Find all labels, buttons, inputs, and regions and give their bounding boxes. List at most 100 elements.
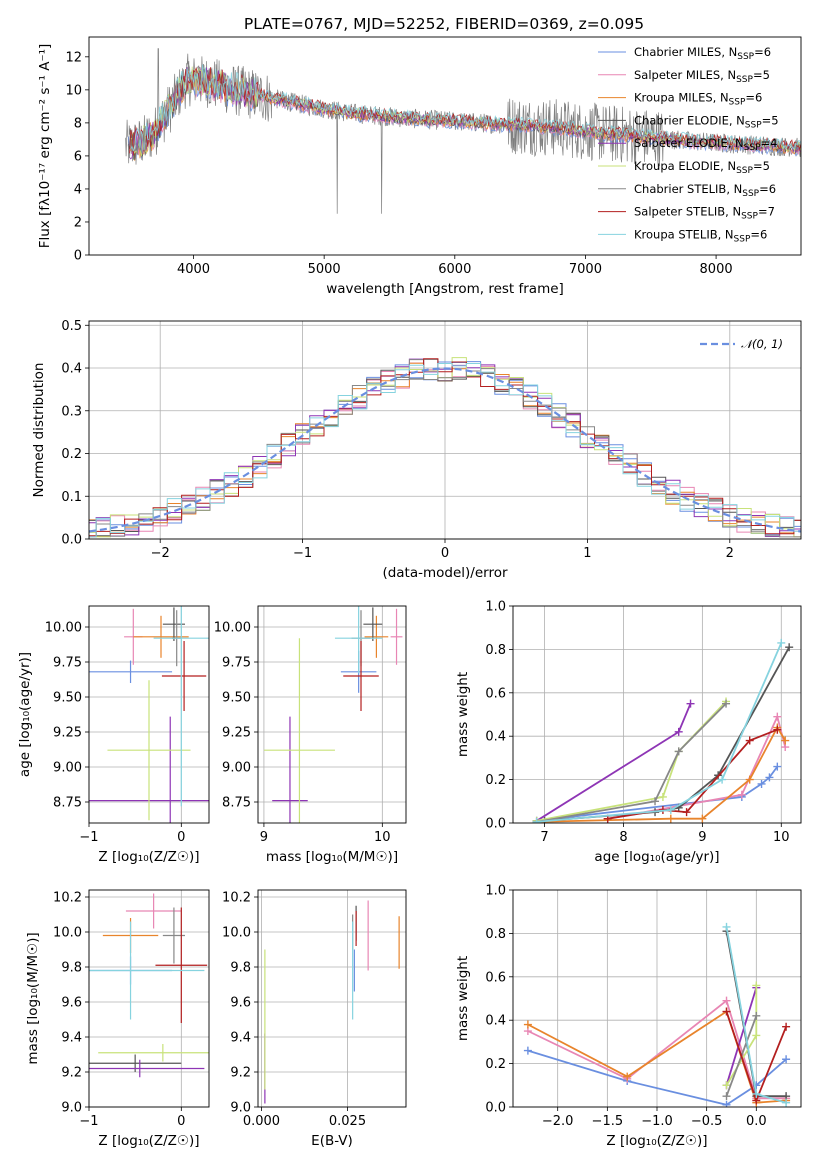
errorbar-point bbox=[98, 1044, 209, 1062]
mass-weight-marker bbox=[666, 814, 675, 823]
y-tick-label: 0.3 bbox=[61, 404, 82, 419]
x-tick-label: 5000 bbox=[308, 262, 341, 277]
mass-weight-marker bbox=[745, 736, 754, 745]
errorbar-point bbox=[161, 641, 207, 711]
y-tick-label: 0.0 bbox=[61, 533, 82, 548]
legend-count: =5 bbox=[753, 159, 770, 173]
axes: −1 0 9.0 9.2 9.4 9.6 9.8 10.0 10.2 Z [log₁₀(Z/Z☉)… bbox=[25, 890, 209, 1149]
y-axis-label: Flux [fλ10⁻¹⁷ erg cm⁻² s⁻¹ A⁻¹] bbox=[37, 44, 53, 249]
legend-subscript: SSP bbox=[745, 120, 762, 130]
y-tick-label: 0.6 bbox=[485, 686, 506, 701]
mass-weight-marker bbox=[698, 814, 707, 823]
errorbar-point bbox=[89, 1059, 205, 1078]
legend-count: =5 bbox=[753, 68, 770, 82]
y-tick-label: 10.2 bbox=[53, 891, 82, 906]
y-tick-label: 0.2 bbox=[485, 773, 506, 788]
mass-weight-line bbox=[536, 702, 727, 823]
legend-count: =6 bbox=[745, 91, 762, 105]
model-spectrum-line bbox=[130, 64, 801, 152]
y-tick-label: 9.00 bbox=[53, 761, 82, 776]
mass-weight-marker bbox=[785, 643, 794, 652]
y-tick-label: 0.2 bbox=[485, 1057, 506, 1072]
errorbar-point bbox=[89, 716, 209, 823]
y-tick-label: 9.2 bbox=[230, 1066, 251, 1081]
errorbar-point bbox=[125, 893, 182, 929]
y-tick-label: 1.0 bbox=[485, 600, 506, 615]
y-tick-label: 9.8 bbox=[61, 961, 82, 976]
legend-count: =6 bbox=[750, 227, 767, 241]
mass-weight-marker bbox=[722, 699, 731, 708]
legend-subscript: SSP bbox=[729, 98, 746, 108]
errorbar-point bbox=[343, 641, 379, 711]
y-tick-label: 9.50 bbox=[53, 691, 82, 706]
mass-weight-lines bbox=[532, 638, 794, 823]
mass-weight-marker bbox=[752, 1089, 761, 1098]
y-tick-label: 10.00 bbox=[214, 621, 251, 636]
legend-count: =5 bbox=[762, 113, 779, 127]
x-axis-label: Z [log₁₀(Z/Z☉)] bbox=[606, 1133, 707, 1149]
mass-weight-marker bbox=[722, 1081, 731, 1090]
x-axis-label: (data-model)/error bbox=[382, 565, 508, 581]
mass-weight-line bbox=[536, 642, 783, 823]
y-tick-label: 9.4 bbox=[61, 1031, 82, 1046]
y-tick-label: 0.4 bbox=[485, 1014, 506, 1029]
legend-entry: 𝒩(0, 1) bbox=[741, 337, 783, 351]
y-tick-label: 0.6 bbox=[485, 970, 506, 985]
histogram-step-line bbox=[89, 363, 801, 538]
y-tick-label: 9.25 bbox=[222, 726, 251, 741]
errorbar-point bbox=[89, 660, 173, 683]
x-axis-label: age [log₁₀(age/yr)] bbox=[594, 849, 719, 865]
y-tick-label: 9.00 bbox=[222, 761, 251, 776]
mass-weight-vs-age-panel: 7 8 9 10 0.0 0.2 0.4 0.6 0.8 1.0 age [log₁₀(age/yr… bbox=[455, 600, 802, 865]
y-tick-label: 0.8 bbox=[485, 643, 506, 658]
mass-weight-marker bbox=[722, 922, 731, 931]
y-tick-label: 0.5 bbox=[61, 319, 82, 334]
y-tick-label: 9.6 bbox=[61, 996, 82, 1011]
errorbar-point bbox=[364, 615, 389, 658]
mass-weight-marker bbox=[682, 808, 691, 817]
plot-frame bbox=[257, 889, 407, 1108]
errorbars bbox=[89, 893, 209, 1078]
y-tick-label: 9.8 bbox=[230, 961, 251, 976]
mass-weight-marker bbox=[745, 775, 754, 784]
legend-entry: Chabrier ELODIE, NSSP=5 bbox=[634, 113, 779, 130]
histogram-step-line bbox=[89, 361, 801, 538]
x-tick-label: −1 bbox=[79, 830, 98, 845]
mass-weight-marker bbox=[674, 747, 683, 756]
x-tick-label: 9 bbox=[698, 830, 706, 845]
legend-entry: Salpeter STELIB, NSSP=7 bbox=[634, 205, 775, 222]
age-vs-metallicity-panel: −1 0 8.75 9.00 9.25 9.50 9.75 10.00 Z [log₁₀(Z/Z… bbox=[17, 605, 210, 865]
mass-weight-marker bbox=[737, 790, 746, 799]
y-tick-label: 4 bbox=[74, 182, 82, 197]
mass-weight-marker bbox=[782, 1055, 791, 1064]
x-tick-label: −1.5 bbox=[592, 1114, 624, 1129]
x-tick-label: 8000 bbox=[700, 262, 733, 277]
mass-weight-marker bbox=[722, 1092, 731, 1101]
axes: −2.0 −1.5 −1.0 −0.5 0.0 0.0 0.2 0.4 0.6 0.8 1.0 Z [… bbox=[455, 884, 801, 1149]
mass-weight-marker bbox=[773, 725, 782, 734]
y-tick-label: 9.75 bbox=[53, 656, 82, 671]
y-tick-label: 0.4 bbox=[61, 362, 82, 377]
y-tick-label: 8.75 bbox=[222, 796, 251, 811]
legend-entry: Salpeter ELODIE, NSSP=4 bbox=[634, 136, 777, 153]
legend-subscript: SSP bbox=[741, 212, 758, 222]
errorbar-point bbox=[107, 680, 191, 821]
errorbars bbox=[264, 900, 400, 1104]
errorbars bbox=[89, 606, 209, 823]
axes: 4000 5000 6000 7000 8000 0 2 4 6 8 10 12 wavelength … bbox=[37, 44, 733, 297]
plot-frame bbox=[88, 320, 802, 540]
x-tick-label: 8 bbox=[619, 830, 627, 845]
y-tick-label: 0.1 bbox=[61, 490, 82, 505]
mass-weight-marker bbox=[718, 775, 727, 784]
mass-weight-marker bbox=[722, 1007, 731, 1016]
legend-subscript: SSP bbox=[734, 234, 751, 244]
y-axis-label: mass weight bbox=[455, 956, 471, 1041]
errorbars bbox=[263, 606, 403, 823]
x-axis-label: mass [log₁₀(M/M☉)] bbox=[266, 849, 398, 865]
x-tick-label: −1 bbox=[79, 1114, 98, 1129]
legend-subscript: SSP bbox=[744, 143, 761, 153]
plot-frame bbox=[512, 889, 802, 1108]
mass-weight-marker bbox=[773, 712, 782, 721]
x-tick-label: 1 bbox=[583, 546, 591, 561]
